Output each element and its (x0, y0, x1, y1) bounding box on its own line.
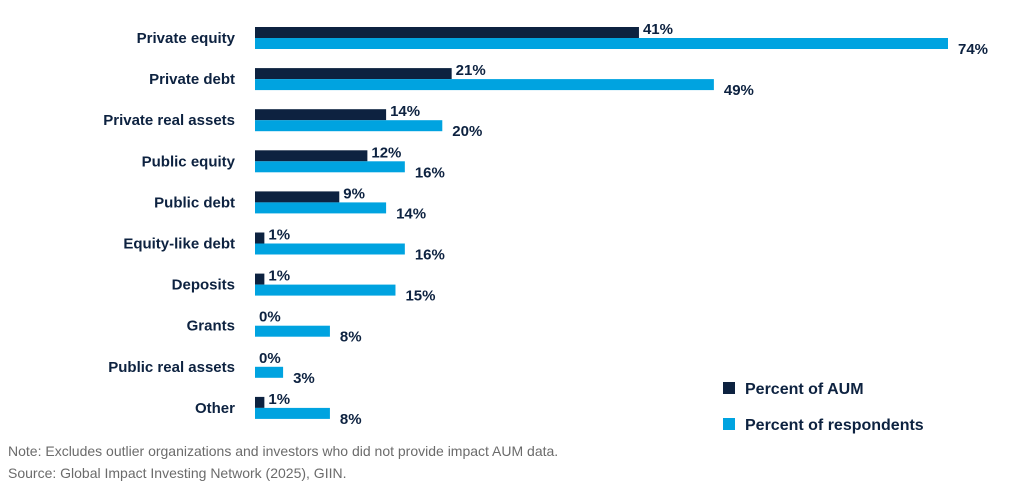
aum-value-label: 41% (643, 21, 673, 38)
aum-value-label: 14% (390, 103, 420, 120)
category-label: Public real assets (108, 359, 235, 376)
source-text: Source: Global Impact Investing Network … (8, 465, 347, 481)
respondents-value-label: 49% (724, 82, 754, 99)
respondents-value-label: 8% (340, 329, 362, 346)
respondents-bar (255, 79, 714, 91)
respondents-bar (255, 243, 405, 255)
aum-bar (255, 109, 387, 121)
aum-value-label: 1% (268, 391, 290, 408)
aum-value-label: 9% (343, 185, 365, 202)
aum-bar (255, 396, 265, 408)
respondents-value-label: 20% (452, 123, 482, 140)
legend-swatch (723, 418, 735, 430)
aum-bar (255, 273, 265, 285)
aum-bar (255, 232, 265, 244)
aum-value-label: 12% (371, 144, 401, 161)
aum-value-label: 1% (268, 268, 290, 285)
respondents-value-label: 16% (415, 164, 445, 181)
aum-bar (255, 191, 340, 203)
bar-chart: Private equity 41% 74% Private debt 21% 49% Pr… (103, 21, 988, 434)
category-label: Private debt (149, 71, 235, 88)
legend-label: Percent of AUM (745, 381, 864, 398)
note-text: Note: Excludes outlier organizations and… (8, 443, 559, 459)
category-label: Equity-like debt (123, 236, 235, 253)
aum-value-label: 0% (259, 309, 281, 326)
aum-bar (255, 27, 639, 38)
category-label: Grants (187, 318, 235, 335)
respondents-value-label: 3% (293, 370, 315, 387)
respondents-bar (255, 366, 284, 378)
respondents-value-label: 14% (396, 205, 426, 222)
category-label: Private equity (137, 30, 236, 47)
category-label: Public debt (154, 194, 235, 211)
category-label: Deposits (172, 277, 235, 294)
respondents-bar (255, 325, 330, 337)
respondents-bar (255, 202, 387, 214)
aum-value-label: 0% (259, 350, 281, 367)
category-label: Private real assets (103, 112, 235, 129)
respondents-value-label: 16% (415, 247, 445, 264)
respondents-bar (255, 407, 330, 419)
category-label: Other (195, 400, 235, 417)
respondents-value-label: 74% (958, 41, 988, 58)
respondents-bar (255, 161, 405, 173)
legend-label: Percent of respondents (745, 417, 924, 434)
respondents-value-label: 8% (340, 411, 362, 428)
aum-bar (255, 150, 368, 162)
category-label: Public equity (142, 153, 236, 170)
aum-value-label: 1% (268, 227, 290, 244)
respondents-bar (255, 284, 396, 296)
legend-swatch (723, 382, 735, 394)
aum-bar (255, 68, 452, 80)
respondents-value-label: 15% (405, 288, 435, 305)
aum-value-label: 21% (456, 62, 486, 79)
respondents-bar (255, 120, 443, 132)
respondents-bar (255, 38, 948, 49)
